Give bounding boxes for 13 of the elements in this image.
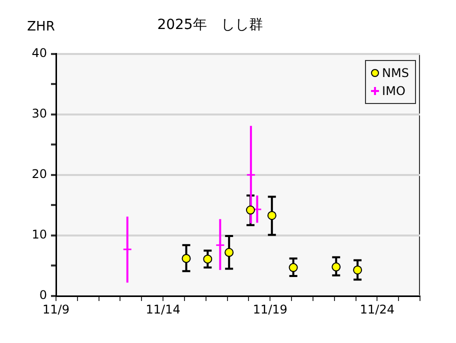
y-tick-label: 20 — [32, 167, 47, 182]
legend-label: NMS — [382, 65, 409, 82]
y-tick-label: 40 — [32, 46, 47, 60]
x-tick-label: 11/24 — [360, 302, 394, 316]
y-tick-label: 30 — [32, 106, 47, 120]
y-tick-label: 10 — [32, 228, 47, 242]
y-tick-label: 0 — [39, 288, 47, 302]
x-tick-label: 11/19 — [252, 302, 288, 316]
y-axis-title: ZHR — [27, 19, 55, 34]
chart-title: 2025年 しし群 — [157, 17, 263, 34]
x-tick-label: 11/14 — [146, 302, 180, 316]
x-tick-label: 11/9 — [42, 302, 70, 316]
legend-label: IMO — [382, 83, 406, 100]
